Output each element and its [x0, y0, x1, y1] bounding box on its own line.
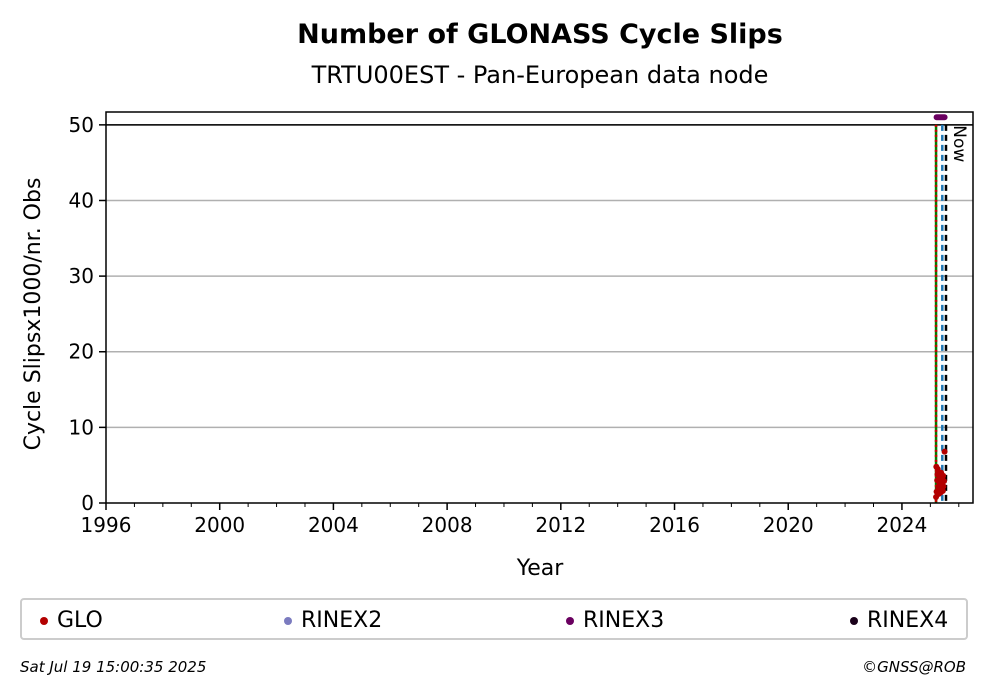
legend-label-rinex3: RINEX3: [583, 608, 665, 633]
x-tick-label-2016: 2016: [649, 513, 700, 537]
legend-item-rinex3: RINEX3: [566, 608, 664, 633]
legend-item-rinex2: RINEX2: [284, 608, 382, 633]
legend: GLO RINEX2 RINEX3 RINEX4: [20, 598, 968, 640]
chart: Number of GLONASS Cycle Slips TRTU00EST …: [21, 19, 974, 581]
x-tick-label-2008: 2008: [422, 513, 473, 537]
chart-subtitle: TRTU00EST - Pan-European data node: [311, 61, 769, 89]
x-tick-label-1996: 1996: [81, 513, 132, 537]
x-tick-label-2012: 2012: [535, 513, 586, 537]
point-glo-20: [940, 472, 947, 479]
x-tick-label-2000: 2000: [194, 513, 245, 537]
point-rinex3-7: [941, 114, 948, 121]
y-tick-label-40: 40: [69, 188, 94, 212]
y-tick-label-10: 10: [69, 415, 94, 439]
x-tick-label-2004: 2004: [308, 513, 359, 537]
legend-label-rinex4: RINEX4: [867, 608, 949, 633]
grid-layer: [106, 124, 973, 429]
x-tick-label-2024: 2024: [876, 513, 927, 537]
legend-marker-rinex2: [284, 616, 292, 625]
point-glo-17: [934, 471, 941, 478]
y-tick-label-50: 50: [69, 113, 94, 137]
now-label: Now: [949, 125, 969, 162]
plot-frame: [105, 111, 974, 504]
footer-copyright: ©GNSS@ROB: [862, 658, 966, 676]
chart-title: Number of GLONASS Cycle Slips: [297, 19, 783, 50]
legend-label-rinex2: RINEX2: [301, 608, 383, 633]
footer-timestamp: Sat Jul 19 15:00:35 2025: [20, 658, 207, 676]
x-tick-label-2020: 2020: [763, 513, 814, 537]
legend-marker-rinex3: [566, 616, 574, 625]
point-glo-15: [941, 448, 948, 455]
legend-label-glo: GLO: [57, 608, 103, 633]
legend-item-rinex4: RINEX4: [850, 608, 948, 633]
legend-item-glo: GLO: [40, 608, 103, 633]
legend-marker-glo: [40, 616, 48, 625]
point-glo-16: [933, 463, 940, 470]
x-axis-label: Year: [516, 556, 565, 581]
y-axis-label: Cycle Slipsx1000/nr. Obs: [21, 178, 46, 451]
point-glo-14: [941, 478, 948, 485]
legend-marker-rinex4: [850, 616, 858, 625]
y-tick-label-0: 0: [81, 491, 94, 515]
axis-layer: 1996 2000 2004 2008 2012 2016 2020 2024 0 10 20 30 4…: [69, 113, 960, 537]
y-tick-label-20: 20: [69, 340, 94, 364]
point-glo-19: [937, 489, 944, 496]
y-tick-label-30: 30: [69, 264, 94, 288]
point-glo-18: [936, 481, 943, 488]
data-layer: Now: [933, 114, 969, 503]
